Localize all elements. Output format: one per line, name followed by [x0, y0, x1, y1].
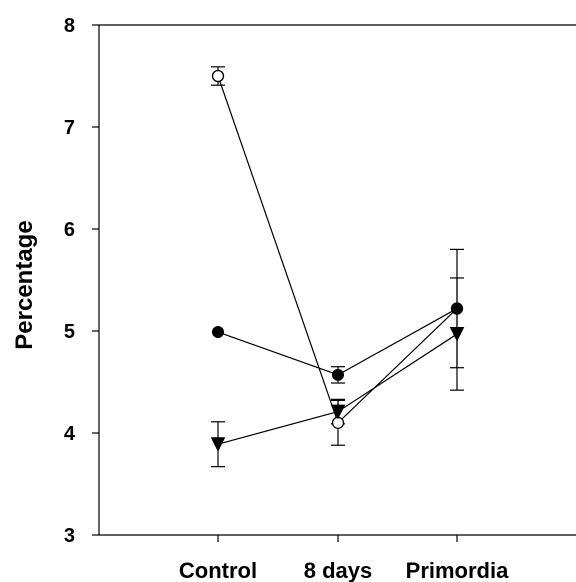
x-tick-label: 8 days [304, 558, 373, 582]
series-lines [217, 75, 458, 445]
x-tick-label: Control [179, 558, 257, 582]
data-point-filled-circle [332, 368, 344, 381]
y-tick-label: 5 [64, 321, 75, 343]
y-tick-label: 3 [64, 525, 75, 547]
y-tick-label: 8 [64, 15, 75, 37]
series-markers [210, 69, 465, 452]
y-tick-label: 4 [64, 423, 76, 445]
x-tick-label: Primordia [406, 558, 509, 582]
data-point-filled-circle [212, 326, 224, 339]
y-axis-title: Percentage [11, 220, 38, 349]
x-axis-labels: Control 8 days Primordia [179, 535, 509, 582]
axes [98, 24, 576, 536]
data-point-filled-circle [451, 302, 463, 315]
y-axis-ticks: 3 4 5 6 7 8 [64, 15, 99, 547]
data-point-triangle-down [449, 327, 465, 342]
data-point-triangle-down [330, 404, 346, 420]
data-point-triangle-down [210, 437, 226, 452]
y-tick-label: 6 [64, 219, 75, 241]
data-point-open-circle [211, 69, 225, 83]
y-tick-label: 7 [64, 117, 75, 139]
series-line-2 [217, 308, 458, 376]
